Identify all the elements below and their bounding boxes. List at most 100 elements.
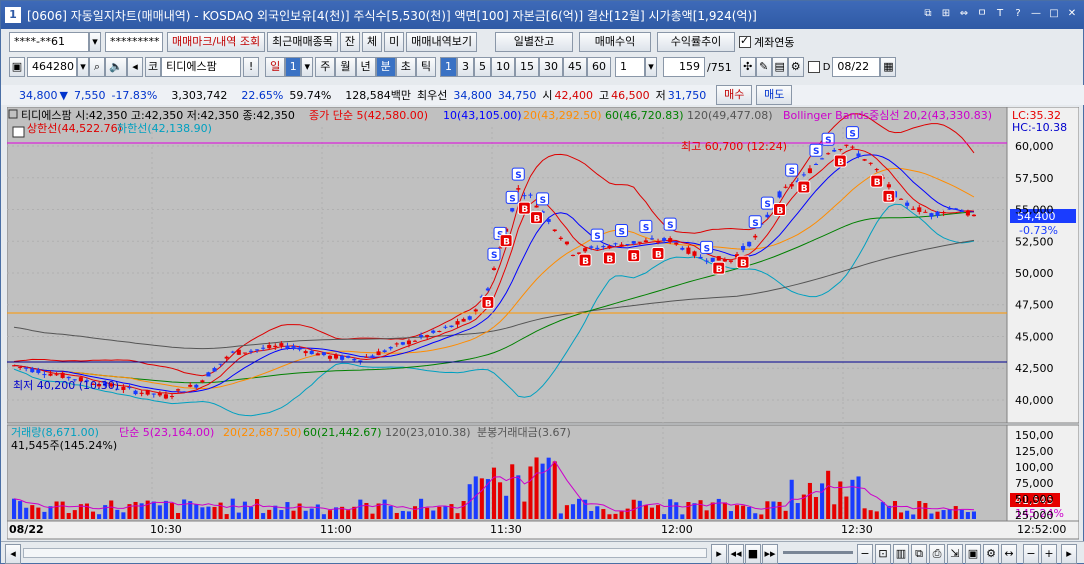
trade-history-button[interactable]: 매매내역보기 [406, 32, 478, 52]
high-note: 최고 60,700 (12:24) [681, 140, 787, 153]
period-dropdown-icon[interactable]: ▾ [301, 57, 314, 77]
interval-5-button[interactable]: 5 [474, 57, 491, 77]
chart-type-icon[interactable]: ▣ [9, 57, 25, 77]
balance-button[interactable]: 잔 [339, 32, 361, 52]
print-icon[interactable]: ⎙ [929, 544, 945, 564]
candle-body [801, 174, 806, 176]
save-icon[interactable]: ▤ [771, 57, 788, 77]
scroll-left-icon[interactable]: ◂ [5, 544, 21, 564]
crosshair-icon[interactable]: ✣ [739, 57, 756, 77]
volume-bar [218, 502, 223, 519]
daily-balance-button[interactable]: 일별잔고 [495, 32, 574, 52]
export-icon[interactable]: ⇲ [947, 544, 963, 564]
buy-mark [773, 202, 787, 216]
interval-1-button[interactable]: 1 [440, 57, 457, 77]
date-checkbox[interactable] [807, 61, 820, 73]
back-icon[interactable]: ◂ [127, 57, 143, 77]
minimize-icon[interactable]: — [1031, 8, 1041, 19]
period-day-button[interactable]: 일 [265, 57, 286, 77]
candle-body [12, 365, 17, 367]
scroll-right-icon[interactable]: ▸ [1061, 544, 1077, 564]
sell-mark [663, 217, 677, 231]
period-year-button[interactable]: 년 [355, 57, 376, 77]
interval-60-button[interactable]: 60 [587, 57, 611, 77]
period-minute-button[interactable]: 분 [375, 57, 396, 77]
close-icon[interactable]: ✕ [1067, 8, 1077, 19]
font-icon[interactable]: T [996, 8, 1004, 19]
period-day-value[interactable]: 1 [285, 57, 302, 77]
grid-icon[interactable]: ⊞ [941, 8, 951, 19]
candle-body [570, 254, 576, 256]
interval-45-button[interactable]: 45 [563, 57, 587, 77]
volume-bar [570, 504, 576, 519]
recent-trades-button[interactable]: 최근매매종목 [267, 32, 338, 52]
box-icon[interactable]: ㅁ [977, 8, 987, 19]
account-select[interactable]: ****-**61 [9, 32, 89, 52]
volume-bar [230, 498, 235, 519]
account-dropdown-icon[interactable]: ▾ [89, 32, 101, 52]
stock-name-field[interactable]: 티디에스팜 [161, 57, 242, 77]
link-window-icon[interactable]: ⧉ [924, 8, 932, 19]
fit-icon[interactable]: ⊡ [875, 544, 891, 564]
search-icon[interactable]: ⌕ [89, 57, 105, 77]
overlay-icon[interactable]: ⧉ [911, 544, 927, 564]
chart-svg[interactable]: BSSBSSBBSBSBSBSBSSBBSSBSBSSBSBB 티디에스팜 시:… [6, 106, 1080, 541]
password-input[interactable]: ********* [105, 32, 163, 52]
photo-icon[interactable]: ▣ [965, 544, 981, 564]
buy-button[interactable]: 매수 [716, 85, 753, 105]
trade-profit-button[interactable]: 매매수익 [579, 32, 652, 52]
candle-body [431, 330, 436, 333]
bb-lower-line [13, 203, 975, 417]
interval-10-button[interactable]: 10 [491, 57, 515, 77]
account-link-checkbox[interactable] [739, 34, 752, 48]
trade-mark-query-button[interactable]: 매매마크/내역 조회 [167, 32, 266, 52]
sell-button[interactable]: 매도 [756, 85, 793, 105]
date-input[interactable]: 08/22 [832, 57, 881, 77]
code-dropdown-icon[interactable]: ▾ [77, 57, 89, 77]
calendar-icon[interactable]: ▦ [880, 57, 897, 77]
chart-settings-icon[interactable]: ⚙ [983, 544, 999, 564]
help-icon[interactable]: ? [1015, 8, 1021, 19]
price-tick-label: 57,500 [1015, 172, 1054, 185]
panel-menu-icon[interactable] [8, 109, 18, 119]
maximize-icon[interactable]: □ [1049, 8, 1059, 19]
zoom-slider[interactable] [783, 551, 853, 554]
forward-icon[interactable]: ▸▸ [762, 544, 778, 564]
zoom-out-icon[interactable]: − [857, 544, 873, 564]
interval-15-button[interactable]: 15 [515, 57, 539, 77]
market-prefix[interactable]: 코 [145, 57, 162, 77]
chart-area[interactable]: BSSBSSBBSBSBSBSBSSBBSSBSBSSBSBB 티디에스팜 시:… [6, 106, 1080, 541]
stop-icon[interactable]: ■ [745, 544, 761, 564]
count-select[interactable]: 1 [615, 57, 645, 77]
rewind-icon[interactable]: ◂◂ [728, 544, 744, 564]
swap-icon[interactable]: ⇔ [959, 8, 969, 19]
bar-count-input[interactable]: 159 [663, 57, 705, 77]
sell-mark [505, 190, 519, 204]
candle-body [710, 257, 715, 262]
layout-icon[interactable]: ▥ [893, 544, 909, 564]
expand-icon[interactable]: ↔ [1001, 544, 1017, 564]
period-tick-button[interactable]: 틱 [415, 57, 436, 77]
ma60-line [13, 211, 975, 384]
period-week-button[interactable]: 주 [315, 57, 336, 77]
count-dropdown-icon[interactable]: ▾ [645, 57, 657, 77]
table-icon[interactable] [12, 126, 25, 138]
unfilled-button[interactable]: 미 [384, 32, 405, 52]
minus-icon[interactable]: − [1023, 544, 1039, 564]
period-month-button[interactable]: 월 [335, 57, 356, 77]
alert-icon[interactable]: ! [243, 57, 260, 77]
sound-icon[interactable]: 🔈 [105, 57, 127, 77]
period-second-button[interactable]: 초 [395, 57, 416, 77]
settings-icon[interactable]: ⚙ [787, 57, 804, 77]
play-icon[interactable]: ▸ [711, 544, 727, 564]
interval-30-button[interactable]: 30 [539, 57, 563, 77]
interval-3-button[interactable]: 3 [457, 57, 474, 77]
candle-body [30, 368, 35, 373]
draw-icon[interactable]: ✎ [755, 57, 772, 77]
plus-icon[interactable]: + [1041, 544, 1057, 564]
executed-button[interactable]: 체 [362, 32, 383, 52]
scroll-track[interactable] [23, 548, 707, 558]
stock-code-input[interactable]: 464280 [27, 57, 77, 77]
volume-bar [935, 511, 940, 519]
return-trend-button[interactable]: 수익률추이 [657, 32, 736, 52]
